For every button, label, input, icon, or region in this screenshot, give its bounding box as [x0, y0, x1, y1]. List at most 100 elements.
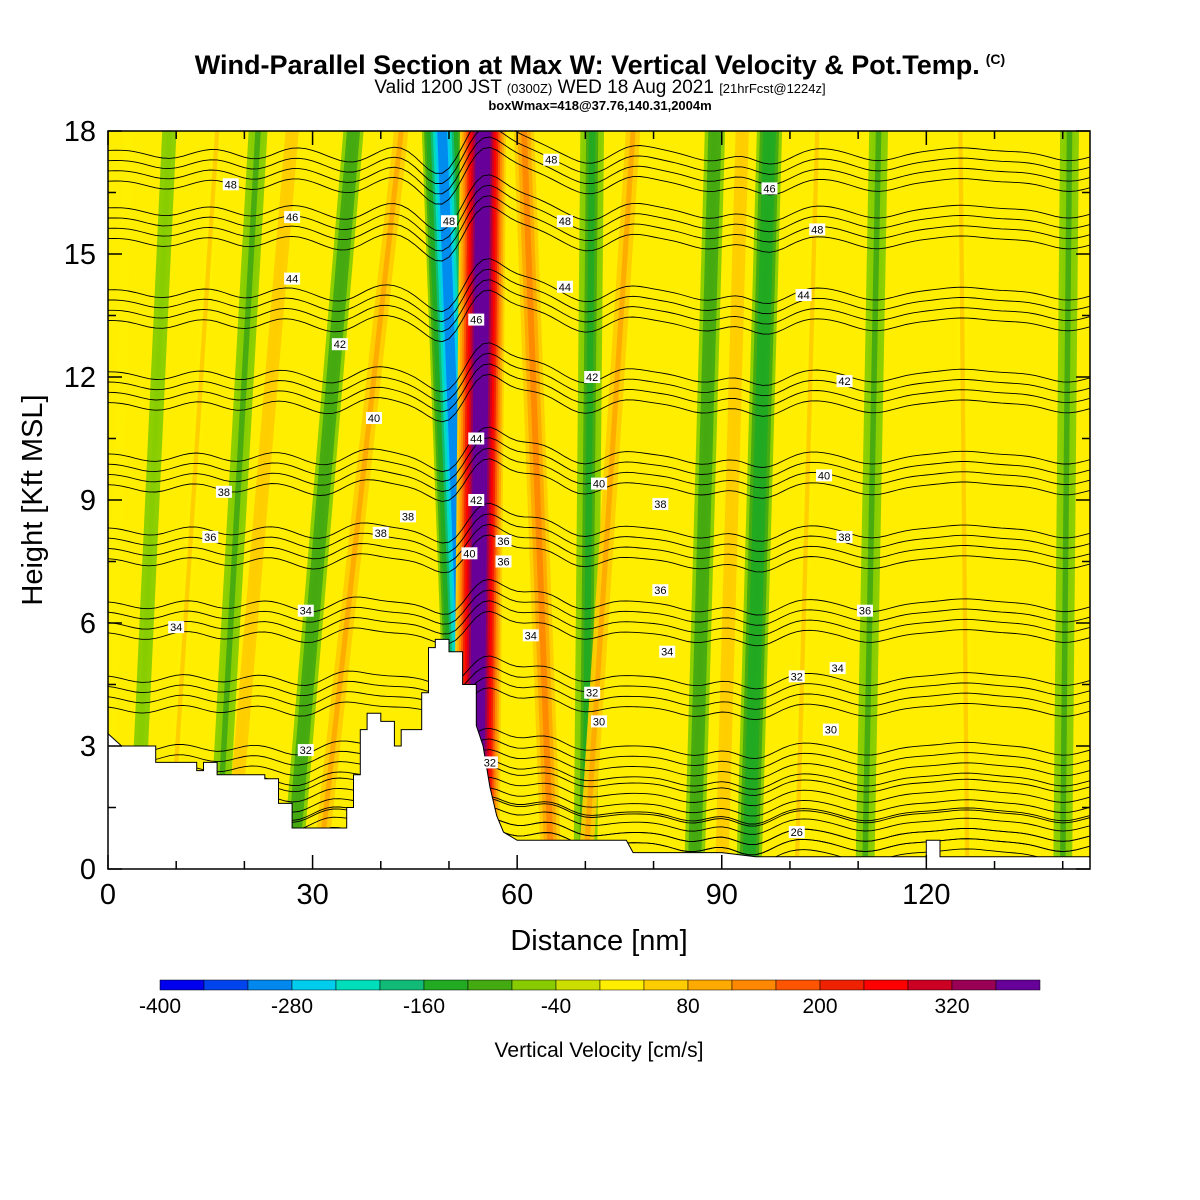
colorbar-tick-label: -280 — [271, 995, 313, 1018]
contour-label-text: 36 — [859, 606, 871, 618]
contour-label-bg — [836, 530, 853, 543]
contour-label-23: 44 — [556, 280, 573, 294]
subtitle-zulu: (0300Z) — [506, 81, 553, 96]
contour-label-40: 30 — [822, 723, 839, 737]
downdraft-band-5-layer-3 — [691, 131, 718, 869]
colorbar-swatch — [907, 979, 953, 991]
contour-label-32: 48 — [809, 223, 826, 236]
contour-label-35: 40 — [816, 469, 833, 482]
contour-label-21: 48 — [543, 153, 560, 167]
colorbar-swatch — [159, 979, 205, 991]
isentrope-34-1 — [108, 676, 1090, 710]
downdraft-band-7-layer-3 — [862, 131, 882, 869]
colorbar-swatch — [775, 979, 821, 991]
contour-label-27: 36 — [652, 584, 669, 597]
contour-label-30: 30 — [591, 715, 607, 728]
contour-label-text: 36 — [654, 585, 666, 597]
subtitle-forecast: [21hrFcst@1224z] — [719, 81, 826, 96]
contour-label-bg — [297, 604, 314, 617]
colorbar-swatch — [247, 979, 293, 991]
contour-label-text: 42 — [838, 376, 850, 388]
isentrope-40-3 — [108, 426, 1090, 473]
colorbar: -400 -280 -160 -40 80 200 320 — [139, 979, 1041, 1018]
contour-label-14: 44 — [468, 432, 485, 446]
contour-label-bg — [591, 715, 607, 728]
isentrope-36-3 — [108, 579, 1090, 616]
chart-title-text: Wind-Parallel Section at Max W: Vertical… — [194, 50, 980, 80]
contour-label-0: 48 — [222, 178, 239, 191]
colorbar-swatch — [423, 979, 469, 991]
contour-label-18: 36 — [495, 555, 512, 569]
contour-label-13: 46 — [468, 313, 485, 327]
contour-label-bg — [761, 182, 778, 195]
isentrope-36-0 — [108, 610, 1090, 647]
contour-label-bg — [856, 604, 873, 617]
colorbar-swatch — [335, 979, 381, 991]
contour-label-20: 32 — [481, 756, 498, 769]
colorbar-swatch — [379, 979, 425, 991]
contour-label-text: 44 — [559, 282, 571, 294]
chart-title-block: Wind-Parallel Section at Max W: Vertical… — [0, 44, 1200, 113]
x-tick-label: 60 — [501, 879, 533, 911]
contour-label-bg — [543, 153, 560, 166]
colorbar-swatch — [291, 979, 337, 991]
contour-label-17: 36 — [495, 535, 512, 548]
contour-label-text: 42 — [334, 339, 346, 351]
contour-label-34: 42 — [836, 375, 853, 388]
chart-box-wmax: boxWmax=418@37.76,140.31,2004m — [488, 98, 712, 113]
contour-label-12: 48 — [440, 215, 457, 228]
colorbar-tick-label: 200 — [802, 995, 837, 1018]
contour-labels: 48 46 44 42 40 38 38 38 36 34 34 32 48 46 44 42 40 36 36 34… — [168, 153, 873, 839]
updraft-band-2-layer-2 — [228, 131, 295, 869]
contour-label-text: 34 — [525, 630, 537, 642]
isentrope-38-2 — [108, 513, 1090, 554]
contour-label-text: 32 — [484, 757, 496, 769]
colorbar-swatch — [863, 979, 909, 991]
colorbar-tick-label: 320 — [934, 995, 969, 1018]
isentrope-44-1 — [108, 279, 1090, 333]
x-axis-ticks: 0 30 60 90 120 — [100, 131, 1064, 911]
contour-label-text: 34 — [300, 606, 312, 618]
contour-label-8: 36 — [202, 530, 219, 544]
contour-label-bg — [584, 371, 601, 383]
contour-label-text: 40 — [463, 548, 475, 560]
contour-label-text: 30 — [825, 725, 837, 737]
isentrope-34-3 — [108, 655, 1090, 690]
contour-label-text: 32 — [791, 671, 803, 683]
colorbar-swatch — [819, 979, 865, 991]
isentrope-44-3 — [108, 258, 1090, 313]
contour-label-25: 40 — [591, 477, 607, 491]
contour-label-bg — [400, 510, 417, 523]
contour-label-bg — [591, 477, 607, 490]
downdraft-band-6-layer-4 — [745, 131, 773, 869]
y-tick-label: 18 — [64, 116, 96, 148]
isentrope-48-1 — [108, 136, 1090, 195]
contour-label-bg — [468, 313, 485, 326]
contour-label-text: 40 — [818, 470, 830, 482]
contour-label-text: 26 — [791, 827, 803, 839]
y-tick-label: 9 — [80, 485, 96, 517]
colorbar-swatch — [687, 979, 733, 991]
isentrope-48-3 — [108, 131, 1090, 174]
isentrope-46-2 — [108, 184, 1090, 242]
updraft-band-7-layer-2 — [719, 131, 745, 869]
contour-label-41: 26 — [788, 826, 805, 839]
contour-label-bg — [468, 432, 485, 445]
contour-label-text: 40 — [593, 479, 605, 491]
isentrope-46-1 — [108, 195, 1090, 252]
x-tick-label: 0 — [100, 879, 116, 911]
downdraft-band-0-layer-2 — [132, 131, 172, 869]
isentrope-32-2 — [108, 738, 1090, 770]
contour-label-text: 46 — [286, 212, 298, 224]
contour-label-text: 48 — [545, 155, 557, 167]
contour-label-10: 34 — [168, 621, 185, 634]
contour-label-bg — [522, 629, 539, 642]
y-tick-label: 15 — [64, 239, 96, 271]
isentrope-46-0 — [108, 205, 1090, 262]
x-tick-label: 90 — [706, 879, 738, 911]
isentrope-40-0 — [108, 458, 1090, 502]
chart-subtitle: Valid 1200 JST (0300Z) WED 18 Aug 2021 [… — [0, 78, 1200, 99]
updraft-band-1-layer-2 — [167, 131, 220, 869]
contour-label-text: 38 — [402, 511, 414, 523]
colorbar-swatch — [203, 979, 249, 991]
